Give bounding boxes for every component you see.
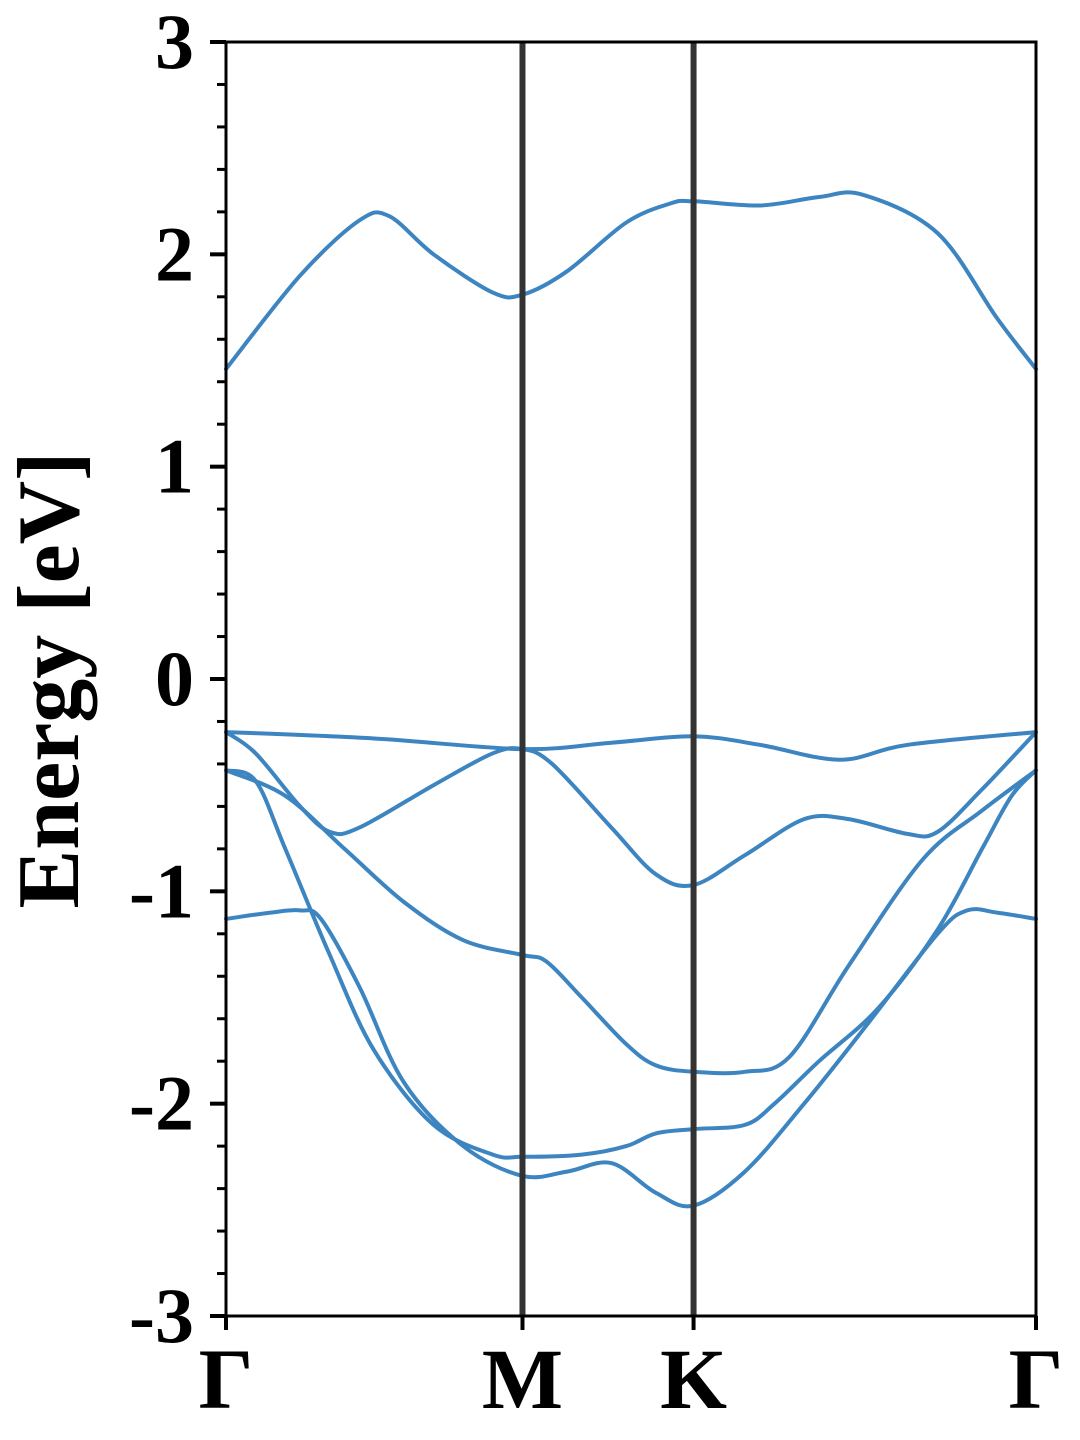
- y-tick-label: 3: [155, 0, 194, 85]
- y-axis-ticks: -3 -2 -1 0 1 2 3: [129, 0, 226, 1359]
- band-line-6: [224, 907, 1038, 1209]
- y-tick-label: -2: [129, 1060, 194, 1147]
- x-tick-label: Γ: [1009, 1331, 1064, 1427]
- bands-layer: [224, 190, 1038, 1209]
- band-line-3: [224, 730, 1038, 888]
- y-tick-label: 1: [155, 423, 194, 510]
- y-tick-label: -1: [129, 847, 194, 934]
- y-tick-label: -3: [129, 1272, 194, 1359]
- y-tick-label: 2: [155, 210, 194, 297]
- band-line-4: [224, 768, 1038, 1076]
- band-line-1: [224, 190, 1038, 371]
- plot-frame: [224, 40, 1038, 1318]
- x-tick-label: M: [482, 1331, 563, 1427]
- x-tick-label: Γ: [199, 1331, 254, 1427]
- high-symmetry-dividers: [519, 42, 697, 1316]
- y-tick-label: 0: [155, 635, 194, 722]
- band-line-2: [224, 730, 1038, 762]
- y-axis-title: Energy [eV]: [1, 452, 98, 909]
- x-tick-label: K: [660, 1331, 727, 1427]
